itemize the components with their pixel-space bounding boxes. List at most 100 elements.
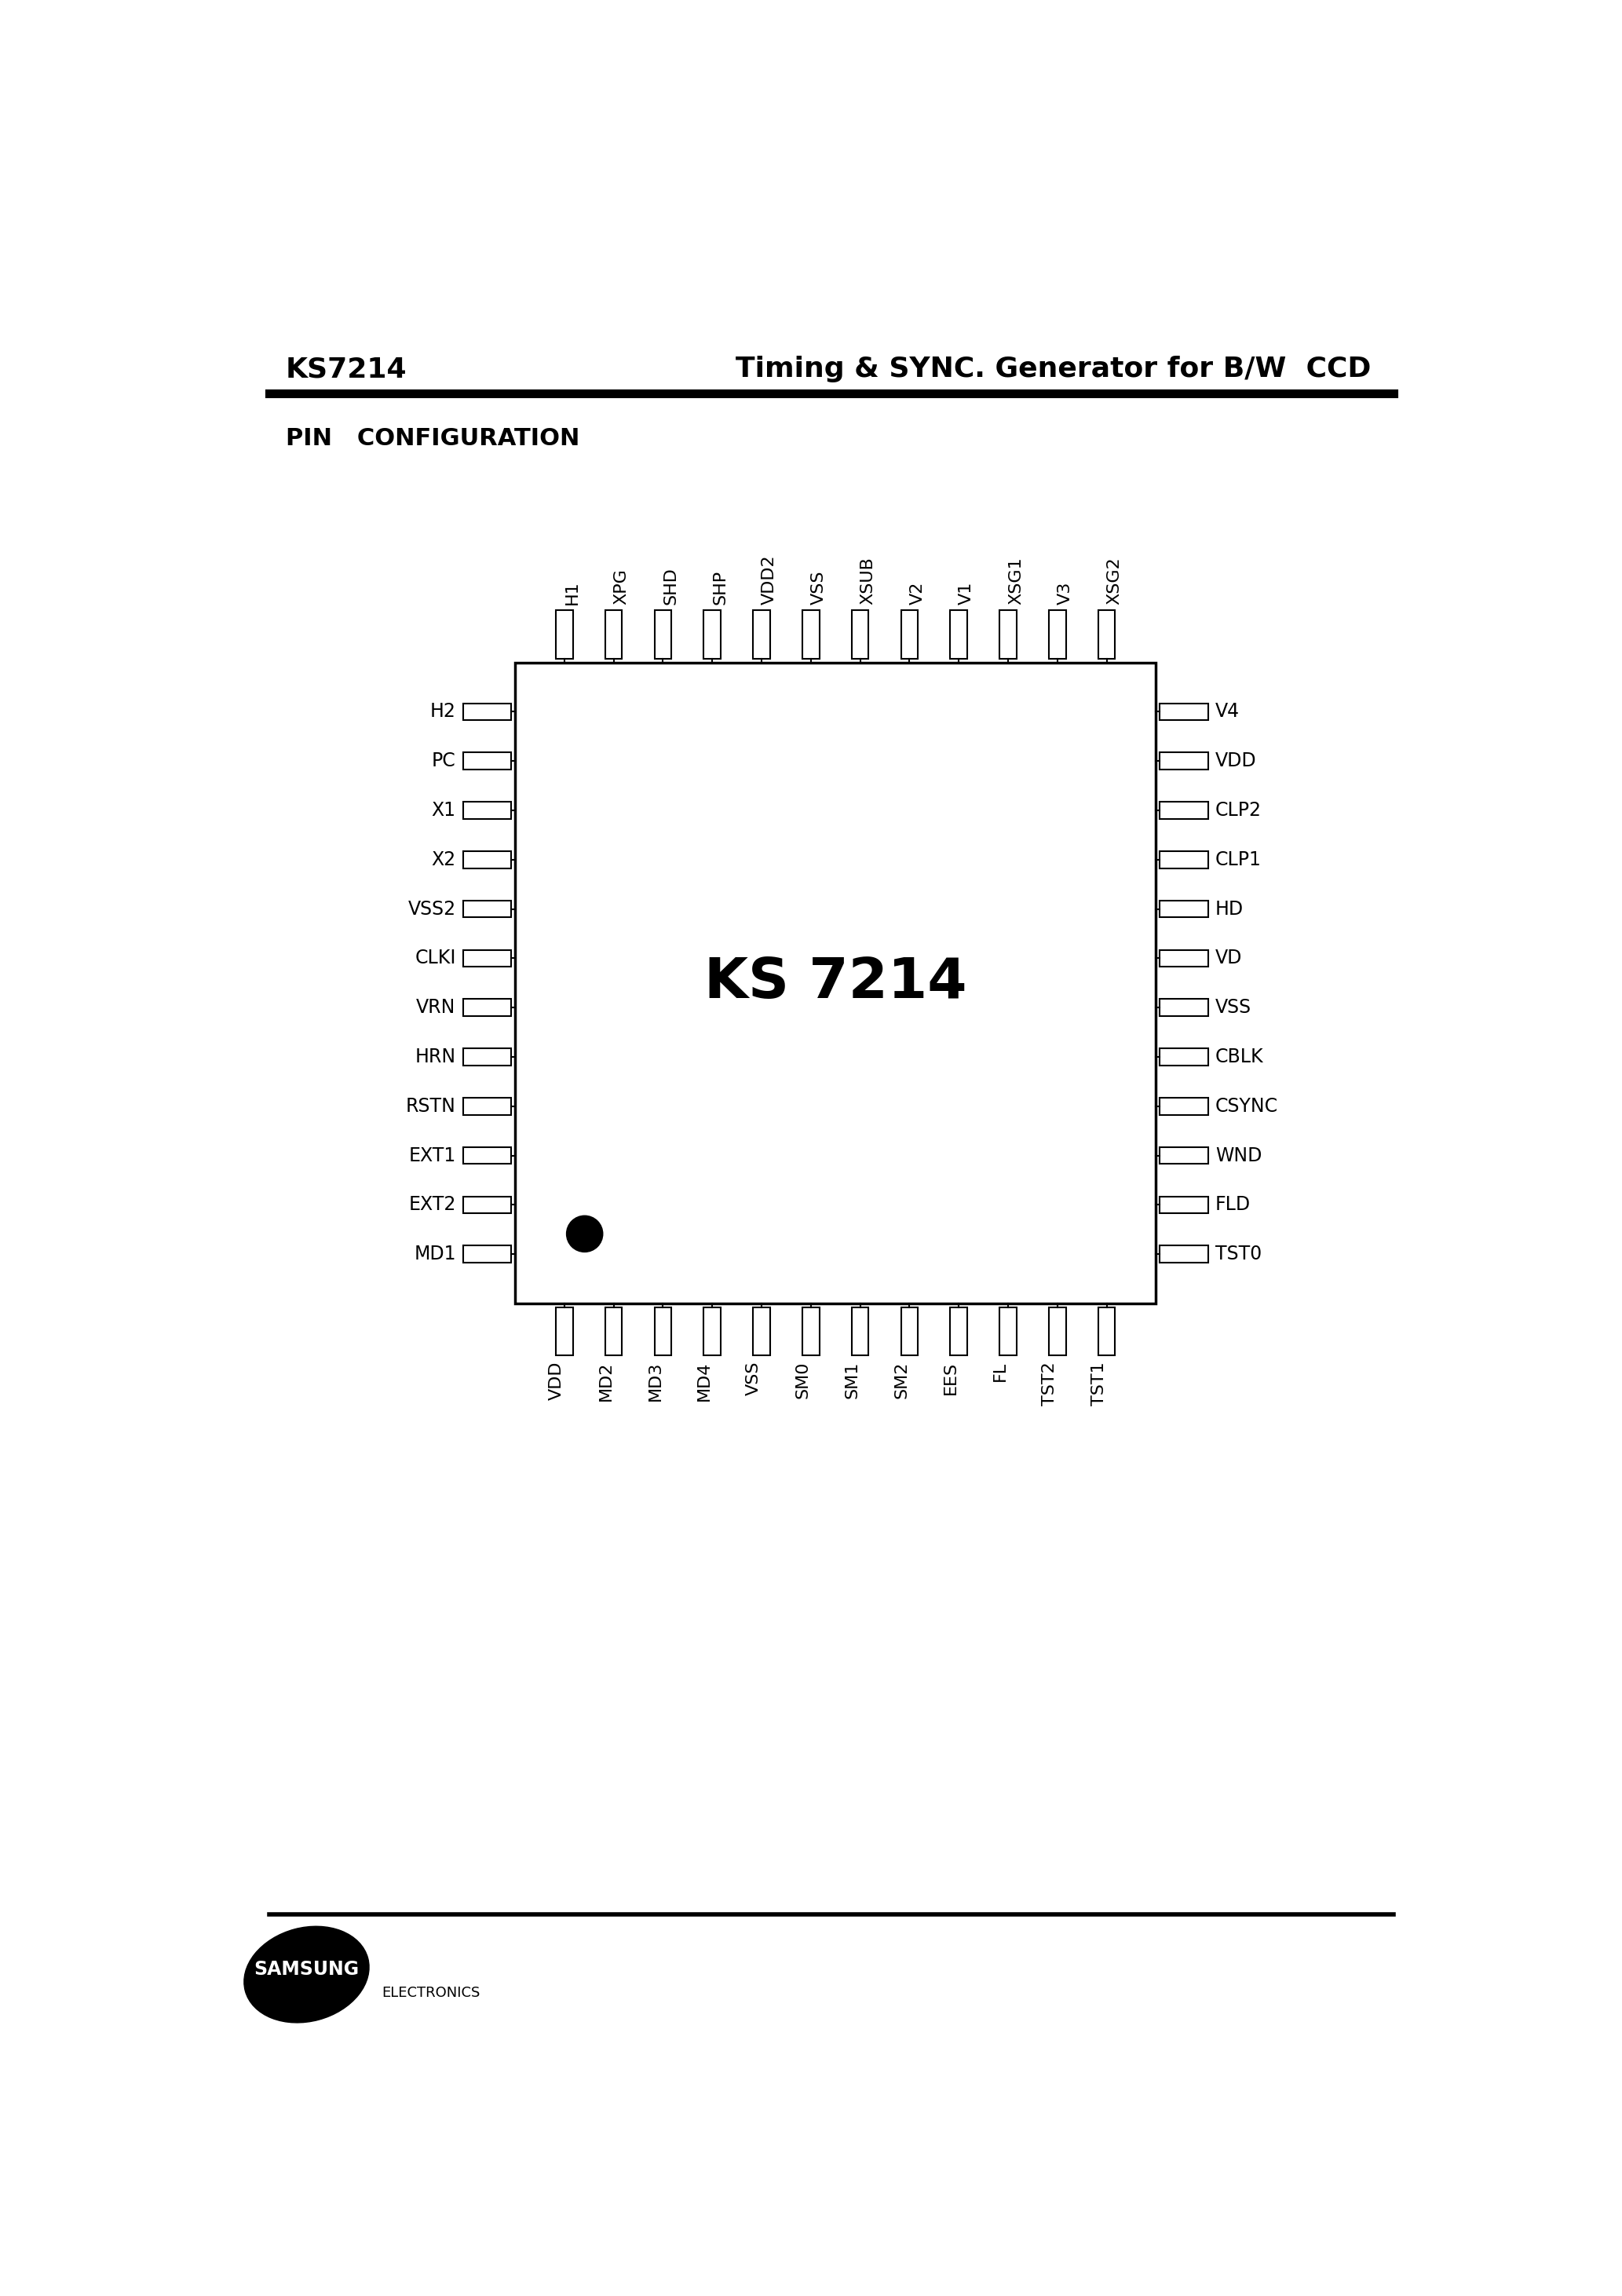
Bar <box>464 1148 511 1164</box>
Text: X1: X1 <box>431 801 456 820</box>
Text: VRN: VRN <box>417 999 456 1017</box>
Text: Timing & SYNC. Generator for B/W  CCD: Timing & SYNC. Generator for B/W CCD <box>735 356 1371 383</box>
Bar <box>1160 951 1208 967</box>
Text: VSS: VSS <box>746 1362 762 1396</box>
Bar <box>464 1247 511 1263</box>
Bar <box>464 1196 511 1212</box>
Bar <box>1049 611 1066 659</box>
Text: H2: H2 <box>430 703 456 721</box>
Text: X2: X2 <box>431 850 456 870</box>
Bar <box>900 1306 918 1355</box>
Bar <box>999 611 1017 659</box>
Text: SHP: SHP <box>712 569 728 604</box>
Text: VDD2: VDD2 <box>762 553 777 604</box>
Bar <box>464 999 511 1017</box>
Text: PIN   CONFIGURATION: PIN CONFIGURATION <box>285 427 579 450</box>
Text: V3: V3 <box>1058 581 1074 604</box>
Bar <box>605 611 623 659</box>
Bar <box>803 1306 819 1355</box>
Ellipse shape <box>243 1926 370 2023</box>
Text: MD1: MD1 <box>414 1244 456 1263</box>
Text: FLD: FLD <box>1215 1196 1251 1215</box>
Text: SHD: SHD <box>663 567 678 604</box>
Text: EXT2: EXT2 <box>409 1196 456 1215</box>
Bar <box>655 611 672 659</box>
Text: CBLK: CBLK <box>1215 1047 1264 1065</box>
Text: XSG2: XSG2 <box>1106 556 1122 604</box>
Text: VDD: VDD <box>1215 751 1257 771</box>
Bar <box>556 611 573 659</box>
Bar <box>1160 801 1208 820</box>
Bar <box>1098 1306 1114 1355</box>
Text: CLKI: CLKI <box>415 948 456 967</box>
Text: WND: WND <box>1215 1146 1262 1164</box>
Bar <box>1160 900 1208 918</box>
Bar <box>655 1306 672 1355</box>
Text: H1: H1 <box>564 581 581 604</box>
Bar <box>999 1306 1017 1355</box>
Bar <box>1160 1196 1208 1212</box>
Text: SM1: SM1 <box>845 1362 860 1398</box>
Bar <box>1160 852 1208 868</box>
Bar <box>1160 1049 1208 1065</box>
Bar <box>464 703 511 721</box>
Bar <box>464 1097 511 1114</box>
Text: EXT1: EXT1 <box>409 1146 456 1164</box>
Text: VSS: VSS <box>811 569 827 604</box>
Bar <box>753 1306 770 1355</box>
Bar <box>803 611 819 659</box>
Text: XSG1: XSG1 <box>1007 556 1023 604</box>
Text: KS 7214: KS 7214 <box>704 955 967 1010</box>
Bar <box>464 951 511 967</box>
Text: MD3: MD3 <box>647 1362 663 1401</box>
Bar <box>464 900 511 918</box>
Text: ELECTRONICS: ELECTRONICS <box>383 1986 480 2000</box>
Bar <box>1049 1306 1066 1355</box>
Bar <box>704 611 720 659</box>
Bar <box>1160 1097 1208 1114</box>
Bar <box>852 611 869 659</box>
Text: TST1: TST1 <box>1092 1362 1106 1405</box>
Bar <box>1160 703 1208 721</box>
Bar <box>464 753 511 769</box>
Text: VSS2: VSS2 <box>407 900 456 918</box>
Text: KS7214: KS7214 <box>285 356 407 383</box>
Bar <box>605 1306 623 1355</box>
Text: V4: V4 <box>1215 703 1239 721</box>
Bar <box>516 664 1156 1304</box>
Text: CSYNC: CSYNC <box>1215 1097 1278 1116</box>
Text: SAMSUNG: SAMSUNG <box>255 1961 358 1979</box>
Bar <box>1098 611 1114 659</box>
Text: VDD: VDD <box>548 1362 564 1401</box>
Text: HRN: HRN <box>415 1047 456 1065</box>
Text: MD2: MD2 <box>599 1362 613 1401</box>
Bar <box>1160 1148 1208 1164</box>
Bar <box>1160 753 1208 769</box>
Bar <box>704 1306 720 1355</box>
Text: HD: HD <box>1215 900 1244 918</box>
Bar <box>753 611 770 659</box>
Text: V2: V2 <box>910 581 925 604</box>
Text: XSUB: XSUB <box>860 556 876 604</box>
Bar <box>1160 1247 1208 1263</box>
Text: VSS: VSS <box>1215 999 1251 1017</box>
Bar <box>464 1049 511 1065</box>
Text: SM2: SM2 <box>894 1362 910 1398</box>
Bar <box>1160 999 1208 1017</box>
Bar <box>852 1306 869 1355</box>
Text: EES: EES <box>942 1362 959 1394</box>
Bar <box>900 611 918 659</box>
Text: VD: VD <box>1215 948 1242 967</box>
Text: CLP2: CLP2 <box>1215 801 1262 820</box>
Text: XPG: XPG <box>613 569 629 604</box>
Text: SM0: SM0 <box>795 1362 811 1398</box>
Bar <box>950 1306 967 1355</box>
Text: MD4: MD4 <box>696 1362 712 1401</box>
Circle shape <box>566 1215 603 1251</box>
Text: TST2: TST2 <box>1041 1362 1058 1405</box>
Text: TST0: TST0 <box>1215 1244 1262 1263</box>
Text: RSTN: RSTN <box>406 1097 456 1116</box>
Bar <box>556 1306 573 1355</box>
Bar <box>464 801 511 820</box>
Text: PC: PC <box>431 751 456 771</box>
